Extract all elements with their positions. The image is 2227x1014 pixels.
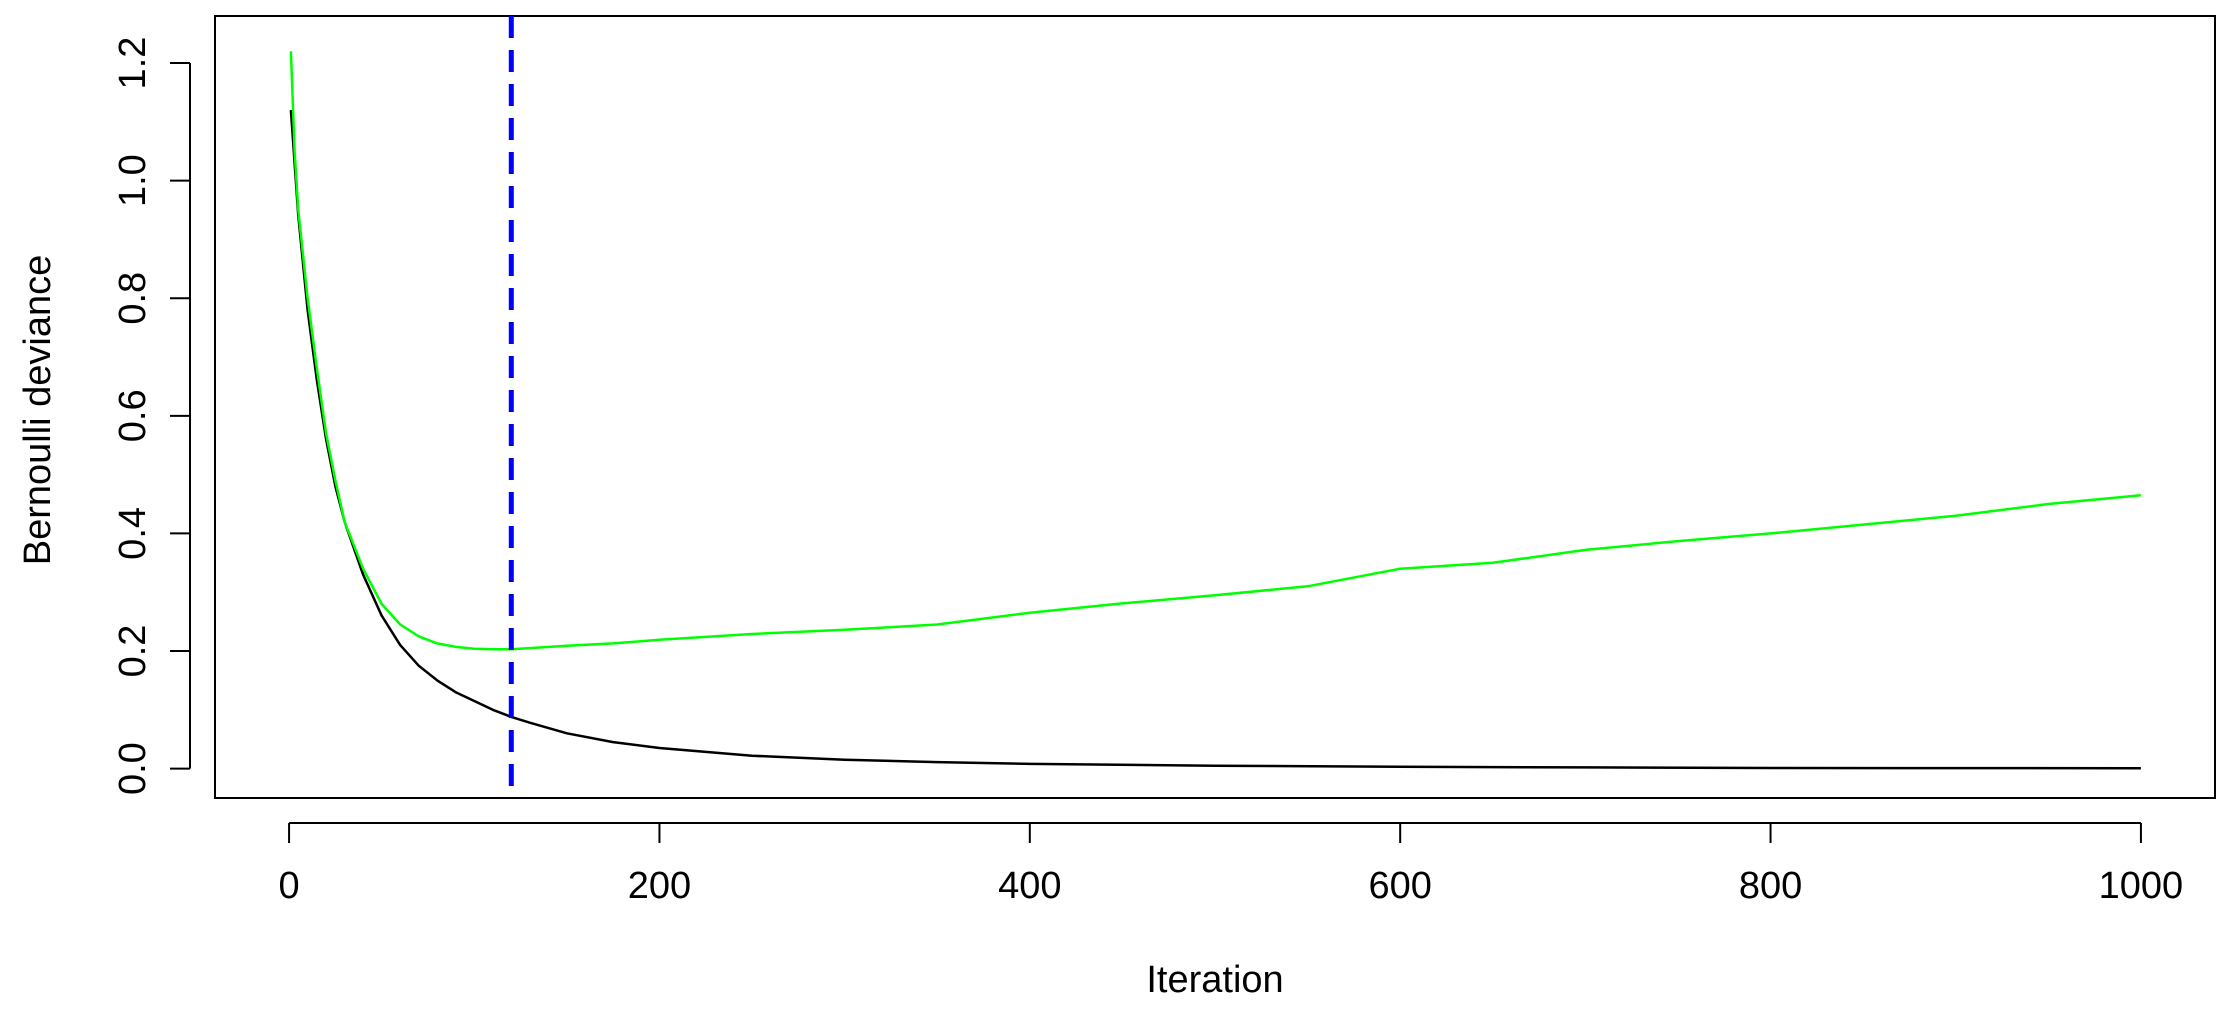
- y-axis: 0.0 0.2 0.4 0.6 0.8 1.0 1.2: [112, 37, 191, 795]
- x-tick-label: 1000: [2099, 865, 2184, 907]
- y-tick-label: 1.2: [112, 37, 154, 90]
- plot-area: [214, 15, 2216, 799]
- y-tick-label: 1.0: [112, 154, 154, 207]
- series-layer: [289, 51, 2142, 770]
- y-tick-label: 0.4: [112, 507, 154, 560]
- test-deviance-line: [289, 51, 2142, 651]
- y-tick-label: 0.6: [112, 389, 154, 442]
- y-tick-label: 0.2: [112, 625, 154, 678]
- x-tick-label: 800: [1739, 865, 1802, 907]
- x-tick-label: 200: [628, 865, 691, 907]
- x-axis-title: Iteration: [1146, 959, 1283, 1001]
- y-tick-label: 0.8: [112, 272, 154, 325]
- x-tick-label: 0: [279, 865, 300, 907]
- plot-frame: [214, 15, 2216, 799]
- y-tick-label: 0.0: [112, 742, 154, 795]
- x-axis: 0 200 400 600 800 1000: [279, 822, 2184, 907]
- y-axis-title: Bernoulli deviance: [17, 255, 59, 566]
- x-tick-label: 600: [1368, 865, 1431, 907]
- train-deviance-line: [289, 110, 2141, 770]
- x-tick-label: 400: [998, 865, 1061, 907]
